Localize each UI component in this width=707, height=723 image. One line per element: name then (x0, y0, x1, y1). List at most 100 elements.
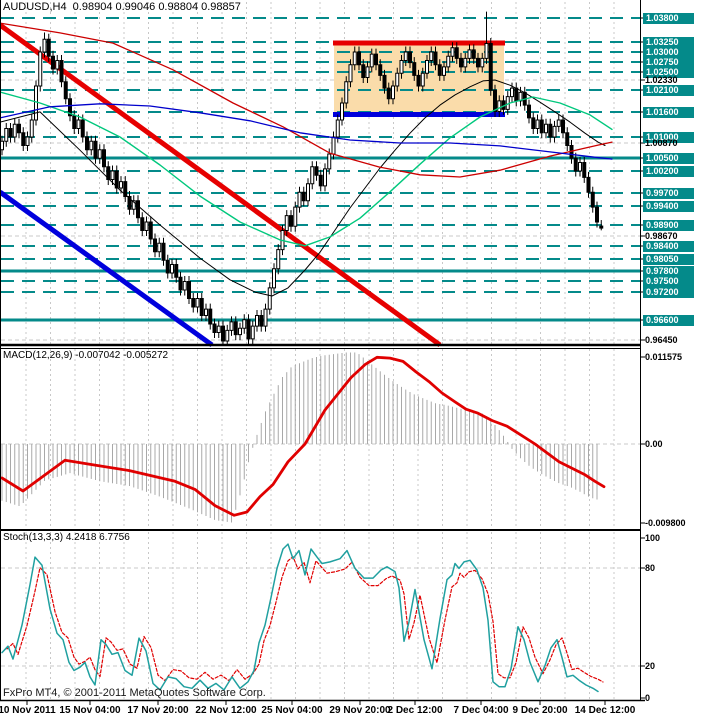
candle-body (127, 196, 132, 210)
candle-body (416, 74, 421, 87)
candle-body (29, 119, 34, 138)
candle-body (331, 136, 336, 155)
candle-body (301, 191, 306, 202)
candle-body (369, 53, 374, 68)
candle-body (114, 170, 119, 189)
stoch-main-line (1, 543, 599, 693)
candle-body (199, 298, 204, 316)
candle-body (80, 119, 85, 138)
candle-body (590, 191, 595, 208)
candle-body (242, 319, 247, 329)
candle-body (578, 162, 582, 172)
candle-body (556, 119, 561, 127)
candle-body (314, 166, 319, 176)
candle-body (68, 98, 72, 117)
candle-body (153, 238, 157, 253)
candle-body (408, 51, 412, 64)
candle-body (365, 66, 370, 78)
macd-panel[interactable] (0, 352, 606, 523)
candle-body (17, 123, 21, 134)
candle-body (259, 315, 264, 327)
candle-body (378, 64, 383, 76)
candle-body (284, 215, 289, 231)
candle-body (544, 123, 548, 134)
candle-body (63, 81, 68, 100)
candle-body (106, 166, 111, 180)
candle-body (212, 323, 217, 333)
candle-body (246, 319, 251, 340)
candle-body (429, 51, 434, 61)
candle-body (348, 64, 353, 83)
candle-body (161, 242, 166, 261)
price-panel[interactable] (0, 11, 640, 348)
candle-body (327, 153, 332, 170)
candle-body (433, 51, 438, 66)
candle-body (89, 140, 94, 151)
candle-body (46, 38, 51, 57)
candle-body (34, 85, 38, 121)
candle-body (229, 321, 234, 331)
candle-body (297, 191, 302, 208)
candle-body (352, 51, 357, 66)
ma-blue (0, 103, 613, 160)
candle-body (573, 157, 578, 172)
candle-body (250, 325, 255, 340)
candle-body (8, 128, 13, 138)
candle-body (595, 206, 599, 223)
support-trendline (0, 189, 214, 348)
candle-body (403, 51, 408, 61)
candle-body (437, 64, 442, 76)
candle-body (195, 298, 200, 308)
candle-body (527, 104, 531, 119)
candle-body (497, 100, 502, 112)
candle-body (357, 51, 361, 66)
candle-body (59, 60, 64, 83)
candle-body (140, 217, 145, 231)
candle-body (178, 276, 183, 291)
candle-body (552, 125, 557, 138)
candle-body (382, 74, 387, 89)
candle-body (535, 119, 540, 129)
candle-body (399, 60, 404, 74)
candle-body (289, 215, 293, 227)
ma-black (0, 79, 606, 297)
candle-body (391, 85, 395, 100)
candle-body (165, 259, 170, 274)
candle-body (187, 281, 191, 299)
candle-body (386, 87, 391, 100)
resistance-trendline (0, 22, 442, 348)
macd-signal-line (0, 355, 606, 517)
candle-body (531, 117, 536, 129)
candle-body (471, 49, 476, 59)
candle-body (42, 38, 47, 53)
candle-body (233, 321, 238, 336)
candle-body (55, 60, 60, 70)
candle-body (21, 132, 26, 146)
candle-body (425, 60, 429, 74)
candle-body (255, 315, 259, 327)
candle-body (276, 249, 281, 270)
candle-body (191, 298, 196, 308)
candle-body (225, 329, 230, 342)
candle-body (293, 206, 298, 227)
candle-body (204, 308, 208, 316)
candle-body (420, 72, 425, 87)
candle-body (510, 87, 514, 98)
candle-body (12, 123, 17, 138)
candle-body (488, 43, 493, 91)
candle-body (306, 183, 310, 202)
candle-body (102, 149, 106, 168)
candle-body (361, 64, 366, 78)
candle-body (216, 325, 221, 333)
candle-body (493, 89, 497, 112)
stoch-panel[interactable] (1, 543, 604, 693)
candle-body (182, 281, 187, 291)
candle-body (476, 57, 480, 68)
candle-body (548, 123, 553, 138)
candle-body (93, 140, 98, 159)
candle-body (514, 87, 519, 102)
candle-body (85, 136, 89, 151)
candle-body (119, 181, 123, 189)
